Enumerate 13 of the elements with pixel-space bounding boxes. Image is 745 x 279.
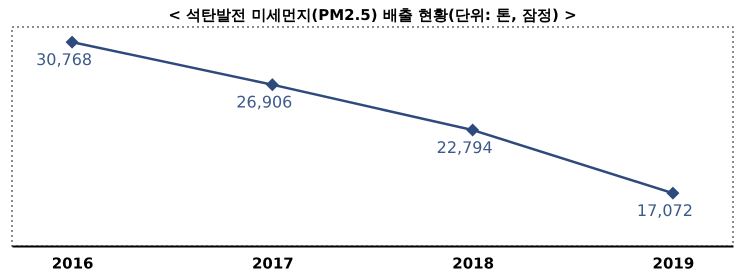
x-tick-label: 2017 xyxy=(252,254,294,272)
point xyxy=(666,186,680,200)
data-label: 30,768 xyxy=(36,50,92,70)
x-tick-label: 2018 xyxy=(452,254,494,272)
x-tick-label: 2019 xyxy=(652,254,694,272)
data-label: 26,906 xyxy=(236,92,292,112)
x-tick-label: 2016 xyxy=(52,254,94,272)
data-label: 22,794 xyxy=(436,138,493,158)
data-label: 17,072 xyxy=(636,201,693,220)
point xyxy=(466,124,480,137)
point xyxy=(66,36,79,49)
chart-title: < 석탄발전 미세먼지(PM2.5) 배출 현황(단위: 톤, 잠정) > xyxy=(168,6,577,24)
point xyxy=(266,78,279,92)
